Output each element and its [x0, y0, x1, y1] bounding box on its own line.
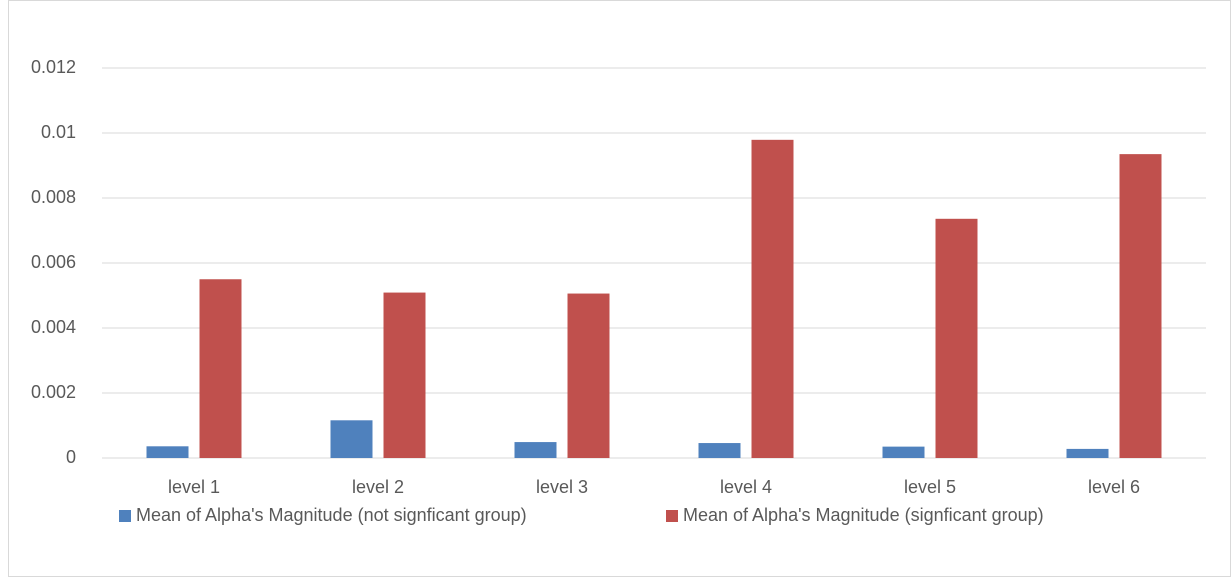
bar [567, 293, 610, 458]
x-tick-label: level 5 [904, 477, 956, 497]
y-tick-label: 0 [66, 447, 76, 467]
x-tick-label: level 1 [168, 477, 220, 497]
legend-label: Mean of Alpha's Magnitude (not signfican… [136, 505, 527, 525]
y-tick-label: 0.012 [31, 57, 76, 77]
y-tick-label: 0.004 [31, 317, 76, 337]
y-tick-label: 0.006 [31, 252, 76, 272]
x-tick-label: level 6 [1088, 477, 1140, 497]
legend-label: Mean of Alpha's Magnitude (signficant gr… [683, 505, 1044, 525]
bar [698, 443, 741, 458]
y-tick-label: 0.008 [31, 187, 76, 207]
x-tick-label: level 3 [536, 477, 588, 497]
y-tick-label: 0.01 [41, 122, 76, 142]
bar [146, 446, 189, 458]
bar [1066, 448, 1109, 458]
bar [882, 446, 925, 458]
x-tick-label: level 4 [720, 477, 772, 497]
bar [935, 218, 978, 458]
bar [330, 420, 373, 458]
y-tick-label: 0.002 [31, 382, 76, 402]
bar [383, 292, 426, 458]
bar [514, 442, 557, 458]
legend-swatch [119, 510, 131, 522]
bar [751, 139, 794, 458]
x-tick-label: level 2 [352, 477, 404, 497]
legend-swatch [666, 510, 678, 522]
bar [199, 279, 242, 458]
bar [1119, 154, 1162, 458]
